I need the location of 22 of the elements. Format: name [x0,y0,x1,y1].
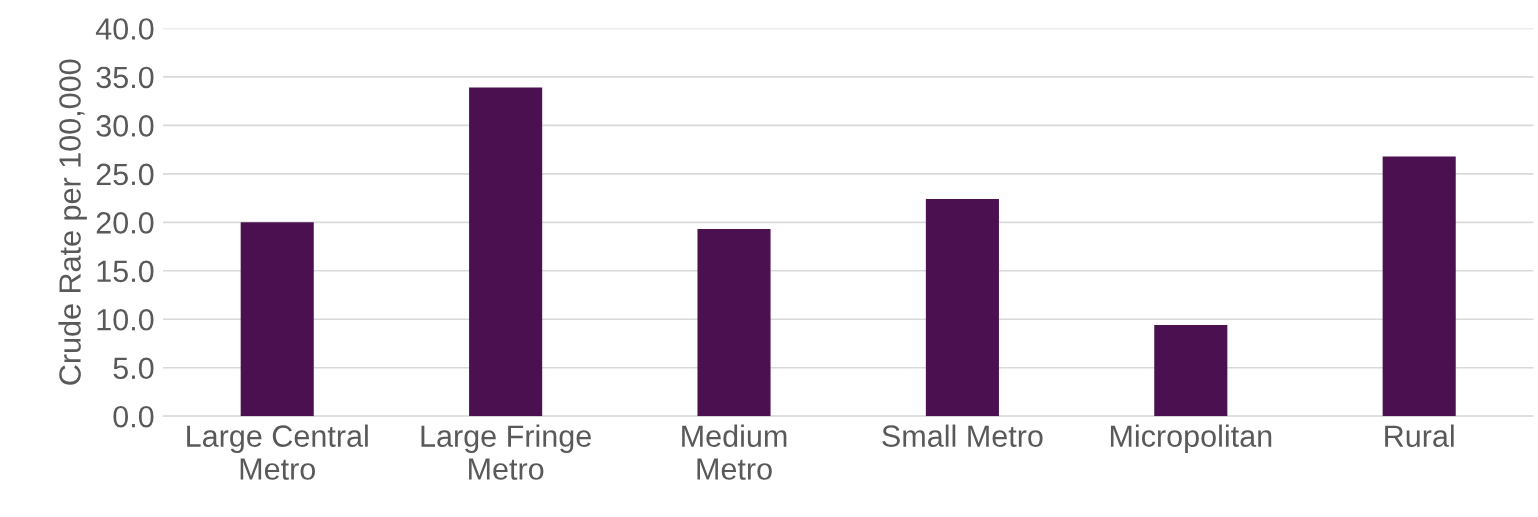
y-tick-label: 20.0 [96,212,154,234]
x-tick-label: Medium Metro [682,424,787,480]
bar [1154,325,1228,417]
y-tick-label: 40.0 [95,18,154,40]
x-tick-label: Large Central Metro [187,424,368,480]
y-axis-title: Crude Rate per 100,000 [58,59,87,385]
bar [925,199,999,417]
bar [469,87,543,417]
y-tick-label: 10.0 [97,308,154,331]
y-tick-label: 0.0 [113,405,154,428]
x-tick-label: Large Fringe Metro [421,424,591,480]
x-tick-label: Rural [1385,424,1454,447]
y-tick-label: 30.0 [96,115,154,137]
bar [697,229,771,417]
x-tick-label: Micropolitan [1110,424,1272,453]
y-tick-label: 25.0 [96,163,154,186]
bar [1382,156,1456,417]
bar [240,222,314,417]
y-tick-label: 5.0 [113,357,154,380]
x-tick-label: Small Metro [882,424,1043,447]
y-tick-label: 35.0 [96,66,154,89]
y-tick-label: 15.0 [97,260,154,283]
